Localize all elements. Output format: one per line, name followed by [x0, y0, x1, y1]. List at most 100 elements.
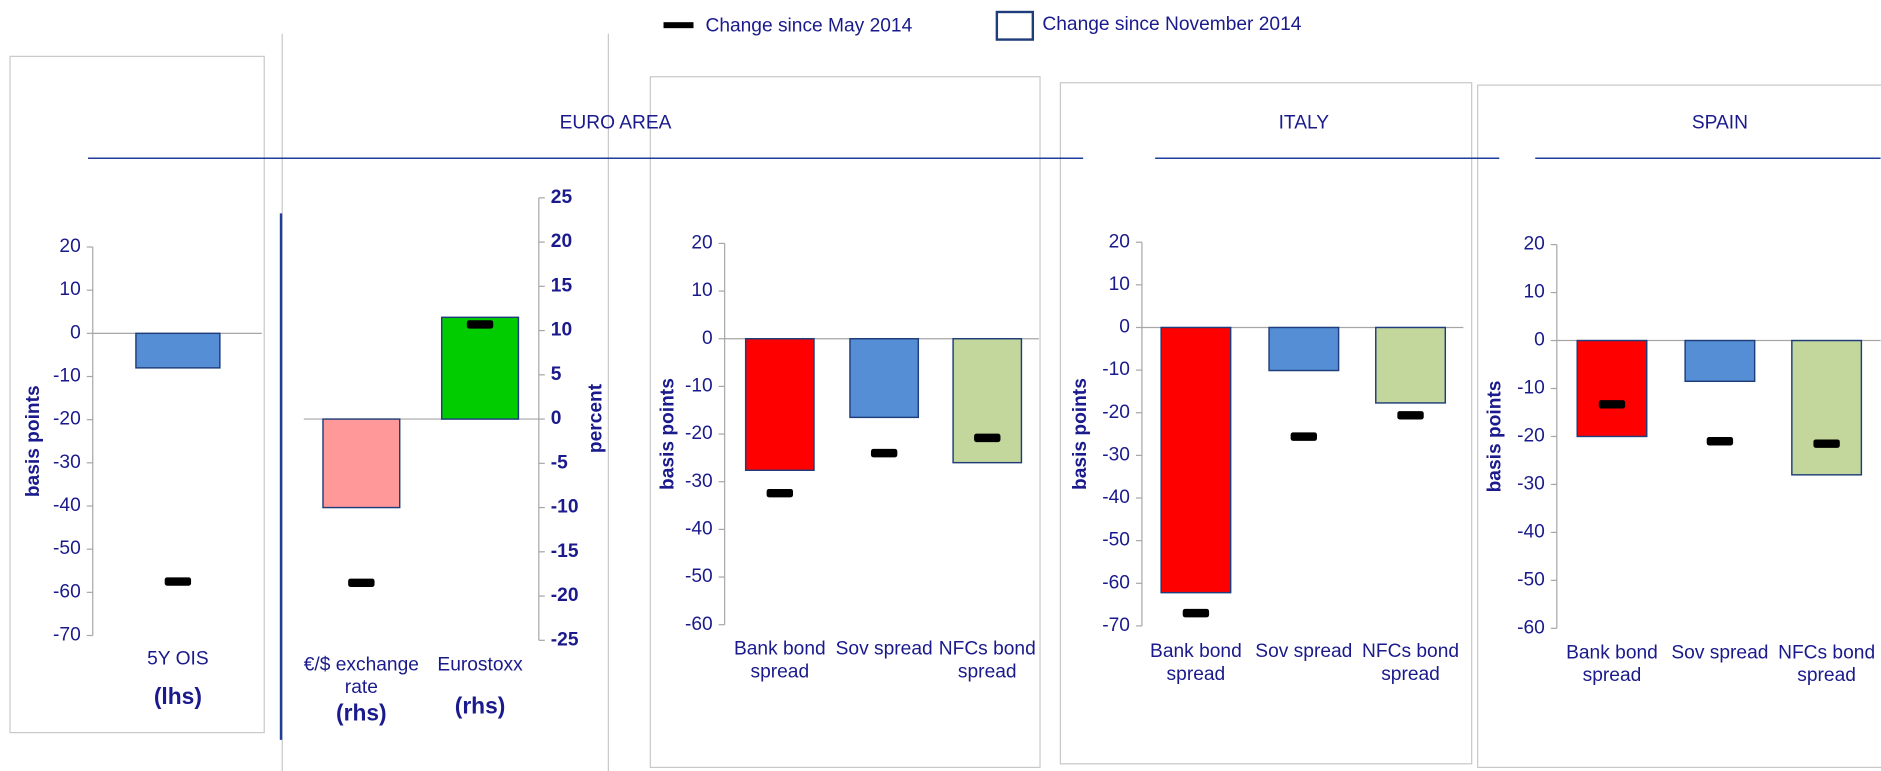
bar — [849, 338, 920, 419]
y-tick-label: 10 — [59, 279, 80, 300]
x-tick-label: Sov spread — [1671, 642, 1769, 664]
legend-label: Change since November 2014 — [1042, 14, 1301, 35]
bar — [322, 418, 401, 509]
y-axis-label: basis points — [657, 378, 678, 490]
bar — [1791, 339, 1863, 476]
legend-swatch — [995, 10, 1035, 41]
legend-label: Change since May 2014 — [705, 15, 912, 36]
marker — [164, 577, 192, 586]
y-tick-label: -20 — [685, 423, 713, 444]
bar — [952, 338, 1023, 464]
y-tick-label: -10 — [1517, 378, 1545, 399]
bar — [440, 316, 520, 420]
category-note-box: (lhs) — [153, 685, 202, 710]
x-tick-label-box: Bank bond spread — [733, 639, 826, 683]
bar — [1684, 339, 1756, 383]
marker — [766, 488, 794, 498]
x-tick-label-box: 5Y OIS — [147, 649, 209, 669]
legend: Change since May 2014 Change since Novem… — [663, 10, 1302, 41]
y-axis-label: basis points — [23, 385, 44, 497]
marker — [348, 578, 375, 587]
x-tick-label-box: Bank bond spread — [1566, 642, 1658, 686]
y-tick-label: -60 — [685, 614, 713, 635]
bar — [1268, 326, 1340, 372]
x-tick-label: NFCs bond spread — [1362, 641, 1460, 685]
marker — [1182, 608, 1210, 618]
x-tick-label: Sov spread — [835, 639, 933, 660]
marker — [870, 448, 898, 458]
marker — [1290, 432, 1318, 441]
y-tick-label: 20 — [59, 236, 80, 257]
y-tick-label: -20 — [551, 585, 579, 606]
bar — [135, 332, 221, 369]
x-tick-label-box: €/$ exchange rate — [303, 654, 419, 698]
y-tick-label: 5 — [551, 364, 562, 385]
x-tick-label: Bank bond spread — [1150, 641, 1242, 685]
y-axis-label: percent — [585, 383, 606, 453]
y-tick-label: -25 — [551, 629, 579, 650]
y-tick-label: 0 — [70, 322, 81, 343]
y-axis-label: basis points — [1485, 381, 1506, 493]
x-tick-label: Sov spread — [1255, 641, 1353, 662]
y-tick-label: -10 — [1102, 359, 1130, 380]
marker — [1706, 437, 1734, 446]
y-tick-label: -10 — [685, 375, 713, 396]
x-tick-label: Eurostoxx — [437, 654, 523, 676]
y-tick-label: 0 — [702, 328, 713, 349]
y-tick-label: 20 — [551, 231, 572, 252]
y-tick-label: 0 — [1119, 317, 1130, 338]
group-label: SPAIN — [1692, 113, 1748, 134]
y-tick-label: -70 — [53, 625, 81, 646]
y-tick-label: -5 — [551, 452, 568, 473]
y-axis-label: basis points — [1070, 378, 1091, 490]
y-tick-label: -60 — [1102, 572, 1130, 593]
y-tick-label: -10 — [53, 366, 81, 387]
x-tick-label-box: Sov spread — [835, 639, 933, 660]
x-tick-label-box: Bank bond spread — [1150, 641, 1242, 685]
y-tick-label: 0 — [1534, 330, 1545, 351]
x-tick-label: €/$ exchange rate — [303, 654, 419, 698]
x-tick-label-box: NFCs bond spread — [1362, 641, 1460, 685]
x-tick-label-box: NFCs bond spread — [1778, 642, 1876, 686]
marker — [466, 320, 494, 329]
y-tick-label: -30 — [1102, 444, 1130, 465]
y-tick-label: -20 — [1517, 426, 1545, 447]
x-tick-label: Bank bond spread — [1566, 642, 1658, 686]
y-tick-label: -50 — [1517, 569, 1545, 590]
category-note-box: (rhs) — [455, 695, 506, 718]
y-tick-label: 20 — [1109, 231, 1130, 252]
y-tick-label: 15 — [551, 275, 573, 296]
y-tick-label: -40 — [53, 495, 81, 516]
bar — [744, 338, 815, 472]
x-tick-label: Bank bond spread — [733, 639, 826, 683]
y-tick-label: -70 — [1102, 615, 1130, 636]
bar — [1160, 326, 1232, 594]
y-tick-label: -40 — [1102, 487, 1130, 508]
y-tick-label: 10 — [691, 280, 712, 301]
x-tick-label-box: Eurostoxx — [437, 654, 523, 676]
bar — [1375, 326, 1447, 404]
y-tick-label: -15 — [551, 541, 579, 562]
y-tick-label: -60 — [53, 581, 81, 602]
y-tick-label: 25 — [551, 187, 573, 208]
x-tick-label-box: Sov spread — [1671, 642, 1769, 664]
marker — [1598, 400, 1626, 409]
panel-frame — [9, 55, 265, 734]
y-tick-label: -20 — [53, 409, 81, 430]
y-tick-label: -40 — [1517, 521, 1545, 542]
y-tick-label: 0 — [551, 408, 562, 429]
y-tick-label: -10 — [551, 497, 579, 518]
y-tick-label: 10 — [1109, 274, 1130, 295]
category-note: (lhs) — [153, 685, 202, 710]
y-tick-label: 20 — [1524, 234, 1545, 255]
y-tick-label: 10 — [1524, 282, 1545, 303]
panel-frame — [1477, 84, 1881, 769]
y-tick-label: -30 — [1517, 473, 1545, 494]
x-tick-label: NFCs bond spread — [1778, 642, 1876, 686]
y-tick-label: -20 — [1102, 402, 1130, 423]
y-tick-label: -60 — [1517, 617, 1545, 638]
marker — [1813, 439, 1840, 448]
legend-swatch — [663, 22, 694, 29]
